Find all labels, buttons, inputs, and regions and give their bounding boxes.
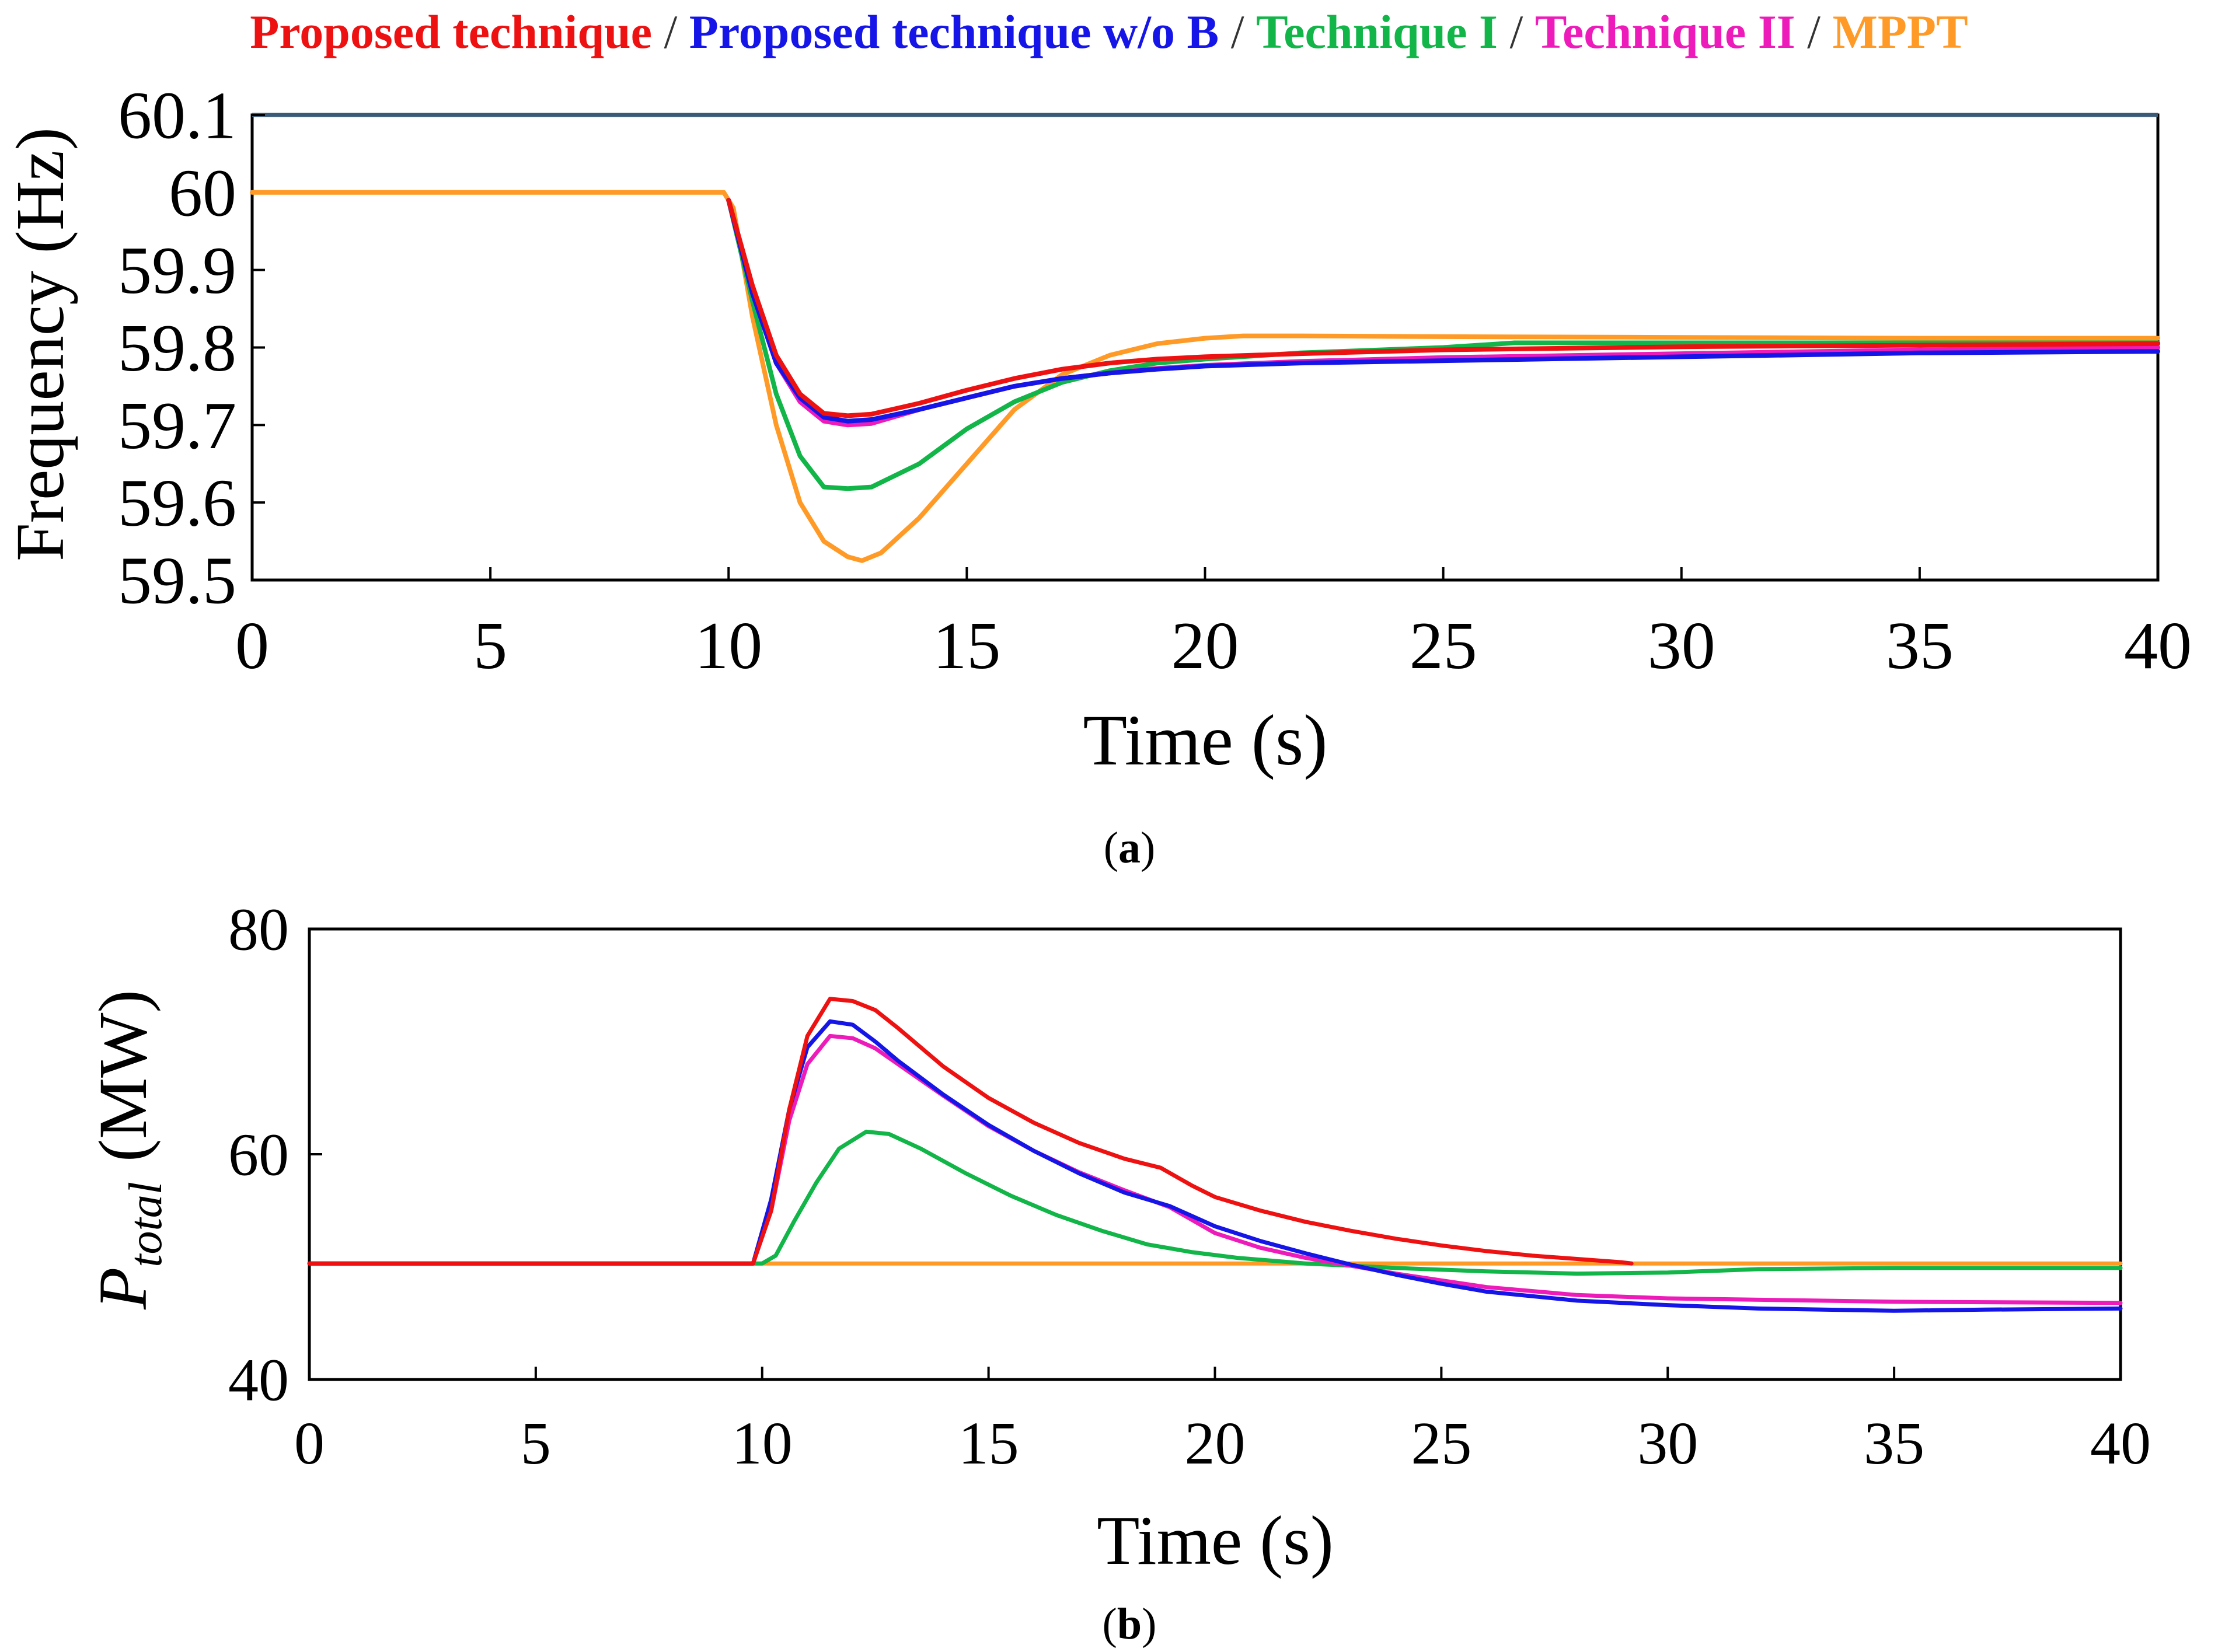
power-y-axis-label: Ptotal (MW) bbox=[85, 990, 172, 1310]
frequency-series-proposed-technique-w-o-b bbox=[726, 198, 2160, 424]
power-series bbox=[307, 997, 2123, 1313]
frequency-series bbox=[250, 190, 2160, 563]
frequency-series-mppt bbox=[250, 190, 2160, 563]
power-y-label-unit: (MW) bbox=[85, 990, 161, 1162]
legend-separator: / bbox=[1497, 5, 1535, 58]
legend-separator: / bbox=[652, 5, 689, 58]
legend: Proposed technique / Proposed technique … bbox=[0, 0, 2218, 64]
legend-item: MPPT bbox=[1832, 5, 1968, 58]
frequency-x-tick-label: 5 bbox=[473, 609, 507, 683]
frequency-x-tick-label: 0 bbox=[235, 609, 269, 683]
power-x-tick-label: 15 bbox=[958, 1410, 1019, 1477]
legend-item: Technique I bbox=[1256, 5, 1498, 58]
power-x-tick-label: 25 bbox=[1411, 1410, 1471, 1477]
frequency-x-tick-label: 20 bbox=[1171, 609, 1239, 683]
power-x-tick-label: 35 bbox=[1864, 1410, 1924, 1477]
frequency-x-tick-label: 25 bbox=[1410, 609, 1477, 683]
legend-item: Technique II bbox=[1535, 5, 1795, 58]
panel-a-label: (a) bbox=[1104, 823, 1156, 872]
power-x-axis-label: Time (s) bbox=[1097, 1501, 1334, 1579]
legend-item: Proposed technique bbox=[250, 5, 652, 58]
frequency-series-technique-ii bbox=[726, 198, 2160, 428]
power-y-tick-label: 40 bbox=[228, 1346, 289, 1413]
frequency-y-tick-label: 59.5 bbox=[118, 543, 236, 618]
frequency-x-tick-label: 10 bbox=[695, 609, 762, 683]
frequency-y-axis-label: Frequency (Hz) bbox=[2, 127, 78, 561]
panel-b-letter: b bbox=[1117, 1599, 1142, 1648]
power-y-tick-label: 80 bbox=[228, 896, 289, 963]
legend-item: Proposed technique w/o B bbox=[689, 5, 1219, 58]
power-x-ticks: 0 5 10 15 20 25 30 35 40 bbox=[294, 1367, 2151, 1477]
power-x-tick-label: 0 bbox=[294, 1410, 325, 1477]
frequency-x-tick-label: 30 bbox=[1648, 609, 1715, 683]
power-x-tick-label: 30 bbox=[1637, 1410, 1698, 1477]
panel-b-label: (b) bbox=[1103, 1599, 1157, 1648]
power-series-proposed-technique bbox=[307, 997, 1634, 1266]
legend-separator: / bbox=[1795, 5, 1833, 58]
power-series-proposed-technique-w-o-b bbox=[307, 1019, 2123, 1313]
legend-separator: / bbox=[1219, 5, 1256, 58]
frequency-x-axis-label: Time (s) bbox=[1083, 700, 1327, 780]
frequency-y-tick-label: 59.7 bbox=[118, 389, 236, 463]
power-x-tick-label: 40 bbox=[2090, 1410, 2151, 1477]
frequency-series-proposed-technique bbox=[726, 198, 2160, 418]
frequency-x-tick-label: 15 bbox=[933, 609, 1000, 683]
power-y-label-symbol: P bbox=[85, 1267, 161, 1310]
power-chart: 0 5 10 15 20 25 30 35 40 40 60 80 Time (s) Ptotal (… bbox=[85, 896, 2151, 1648]
panel-a-letter: a bbox=[1118, 823, 1141, 872]
frequency-x-ticks: 0 5 10 15 20 25 30 35 40 bbox=[235, 567, 2192, 683]
power-x-tick-label: 5 bbox=[521, 1410, 551, 1477]
frequency-series-technique-i bbox=[726, 198, 2160, 491]
frequency-y-tick-label: 60.1 bbox=[118, 78, 236, 153]
frequency-y-tick-label: 60 bbox=[169, 156, 236, 230]
frequency-y-tick-label: 59.8 bbox=[118, 311, 236, 386]
power-series-technique-i bbox=[307, 1129, 2123, 1276]
frequency-x-tick-label: 35 bbox=[1886, 609, 1954, 683]
frequency-x-tick-label: 40 bbox=[2124, 609, 2192, 683]
power-y-label-subscript: total bbox=[120, 1182, 172, 1267]
power-y-tick-label: 60 bbox=[228, 1121, 289, 1188]
frequency-chart: 0 5 10 15 20 25 30 35 40 59.559.659.759.859.9606… bbox=[2, 78, 2192, 872]
frequency-y-tick-label: 59.6 bbox=[118, 466, 236, 541]
power-x-tick-label: 20 bbox=[1185, 1410, 1246, 1477]
frequency-y-tick-label: 59.9 bbox=[118, 233, 236, 308]
power-y-ticks: 40 60 80 bbox=[228, 896, 322, 1413]
power-x-tick-label: 10 bbox=[732, 1410, 793, 1477]
